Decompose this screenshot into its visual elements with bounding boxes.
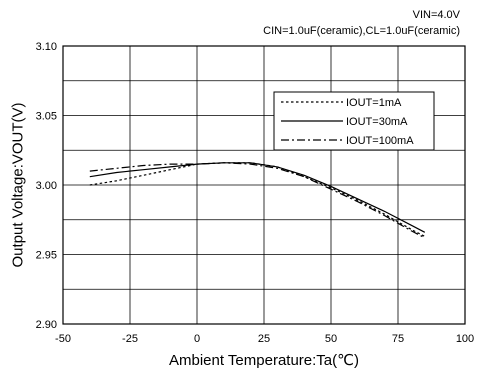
- plot-frame: [62, 45, 466, 325]
- x-tick-label: 25: [258, 333, 270, 345]
- grid-lines: [63, 46, 465, 324]
- legend-label: IOUT=100mA: [346, 135, 414, 147]
- legend-label: IOUT=1mA: [346, 97, 402, 109]
- y-tick-label: 3.05: [36, 111, 57, 123]
- series-line-iout-100ma: [89, 162, 426, 239]
- y-tick-label: 3.00: [36, 180, 57, 192]
- x-tick-label: 100: [456, 333, 474, 345]
- series-line-iout-1ma: [89, 162, 426, 237]
- legend: IOUT=1mA IOUT=30mA IOUT=100mA: [273, 91, 435, 151]
- x-axis-label: Ambient Temperature:Ta(℃): [169, 352, 359, 369]
- annotation-capacitors: CIN=1.0uF(ceramic),CL=1.0uF(ceramic): [263, 25, 460, 37]
- tick-labels: -50 -25 0 25 50 75 100 2.90 2.95 3.00 3.05 3.10: [36, 41, 475, 345]
- y-tick-label: 2.95: [36, 250, 57, 262]
- series-line-iout-30ma: [89, 162, 426, 233]
- legend-label: IOUT=30mA: [346, 116, 408, 128]
- x-tick-label: 0: [194, 333, 200, 345]
- series-layer: [89, 162, 426, 239]
- x-tick-label: -50: [55, 333, 71, 345]
- x-tick-label: 50: [325, 333, 337, 345]
- x-tick-label: -25: [122, 333, 138, 345]
- y-axis-label: Output Voltage:VOUT(V): [9, 102, 27, 268]
- annotation-vin: VIN=4.0V: [412, 9, 460, 21]
- y-tick-label: 3.10: [36, 41, 57, 53]
- x-tick-label: 75: [392, 333, 404, 345]
- y-tick-label: 2.90: [36, 319, 57, 331]
